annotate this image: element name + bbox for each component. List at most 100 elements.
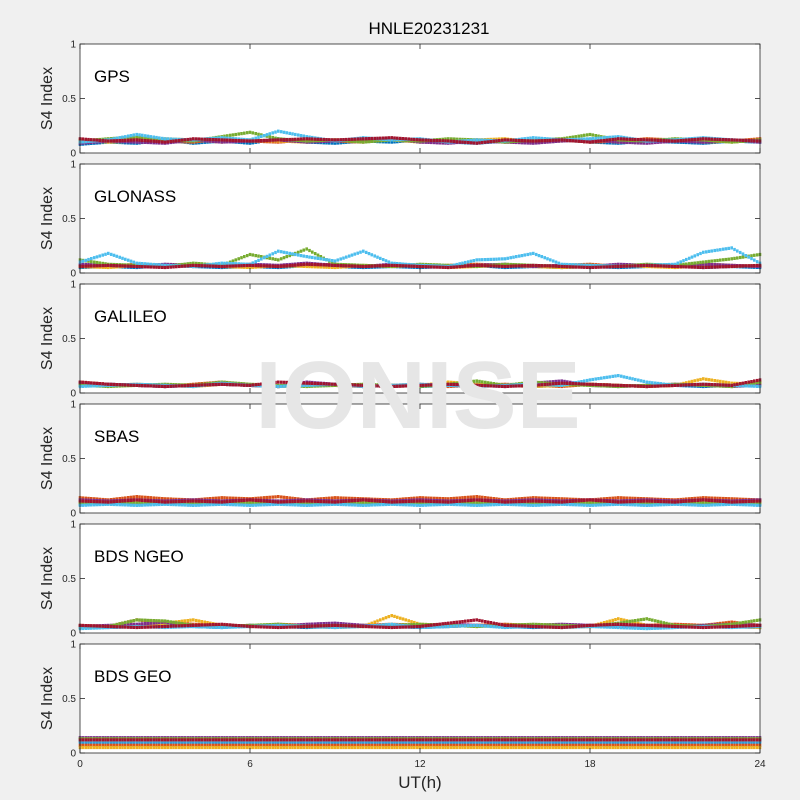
data-point bbox=[690, 255, 694, 259]
data-point bbox=[591, 265, 595, 269]
panel-label: GPS bbox=[94, 67, 130, 86]
data-point bbox=[336, 263, 340, 268]
data-point bbox=[574, 135, 578, 139]
data-point bbox=[367, 252, 371, 256]
data-point bbox=[699, 260, 702, 264]
data-point bbox=[611, 135, 614, 139]
data-point bbox=[619, 135, 623, 139]
data-point bbox=[279, 250, 283, 254]
data-point bbox=[512, 138, 515, 142]
data-point bbox=[534, 139, 538, 143]
data-point bbox=[237, 257, 240, 261]
data-point bbox=[129, 259, 133, 263]
data-point bbox=[455, 140, 459, 144]
data-point bbox=[486, 264, 490, 268]
data-point bbox=[129, 383, 133, 387]
data-point bbox=[577, 137, 580, 141]
data-point bbox=[333, 259, 337, 263]
data-point bbox=[585, 137, 589, 141]
data-point bbox=[483, 138, 487, 142]
data-point bbox=[294, 252, 297, 257]
data-point bbox=[543, 140, 546, 144]
data-point bbox=[631, 377, 634, 381]
data-point bbox=[92, 138, 96, 142]
data-point bbox=[240, 383, 243, 387]
data-point bbox=[574, 139, 578, 143]
data-point bbox=[248, 252, 252, 257]
data-point bbox=[636, 141, 640, 145]
data-point bbox=[585, 133, 589, 137]
data-point bbox=[155, 384, 158, 388]
data-point bbox=[506, 256, 510, 260]
data-point bbox=[424, 140, 427, 144]
data-point bbox=[226, 261, 229, 265]
data-point bbox=[294, 263, 297, 267]
data-point bbox=[653, 140, 657, 145]
data-point bbox=[262, 138, 266, 143]
data-point bbox=[325, 263, 328, 267]
data-point bbox=[682, 259, 685, 263]
data-point bbox=[659, 140, 663, 144]
data-point bbox=[600, 139, 603, 143]
data-point bbox=[733, 140, 736, 144]
data-point bbox=[724, 247, 728, 251]
data-point bbox=[631, 141, 634, 145]
data-point bbox=[149, 384, 153, 388]
data-point bbox=[659, 264, 663, 268]
data-point bbox=[444, 265, 447, 269]
data-point bbox=[503, 262, 507, 266]
data-point bbox=[302, 262, 306, 267]
data-point bbox=[84, 384, 87, 388]
data-point bbox=[427, 265, 430, 269]
data-point bbox=[237, 132, 240, 136]
data-point bbox=[308, 139, 311, 143]
data-point bbox=[124, 135, 127, 139]
data-point bbox=[350, 253, 354, 257]
data-point bbox=[279, 138, 283, 142]
data-point bbox=[336, 258, 340, 262]
data-point bbox=[240, 256, 243, 260]
data-point bbox=[687, 138, 691, 142]
data-point bbox=[166, 137, 170, 141]
data-point bbox=[651, 141, 654, 145]
data-point bbox=[617, 264, 620, 269]
data-point bbox=[466, 140, 470, 145]
data-point bbox=[693, 140, 697, 144]
data-point bbox=[500, 138, 504, 142]
data-point bbox=[447, 137, 450, 141]
data-point bbox=[84, 380, 87, 385]
data-point bbox=[492, 264, 495, 268]
data-point bbox=[543, 256, 546, 260]
data-point bbox=[498, 264, 501, 268]
data-point bbox=[495, 139, 498, 143]
data-point bbox=[356, 140, 359, 144]
data-point bbox=[713, 379, 716, 383]
data-point bbox=[248, 130, 252, 134]
data-point bbox=[299, 134, 303, 138]
data-point bbox=[373, 139, 376, 143]
data-point bbox=[226, 134, 229, 138]
data-point bbox=[245, 141, 249, 145]
data-point bbox=[107, 139, 110, 143]
data-point bbox=[271, 257, 274, 261]
data-point bbox=[243, 131, 246, 135]
data-point bbox=[546, 140, 549, 144]
data-point bbox=[690, 263, 694, 267]
data-point bbox=[509, 138, 512, 142]
data-point bbox=[288, 251, 291, 255]
data-point bbox=[483, 264, 487, 268]
data-point bbox=[696, 140, 699, 144]
data-point bbox=[155, 263, 158, 267]
data-point bbox=[503, 264, 507, 269]
data-point bbox=[421, 265, 425, 269]
data-point bbox=[591, 133, 595, 137]
data-point bbox=[319, 263, 323, 267]
data-point bbox=[109, 265, 113, 269]
data-point bbox=[628, 376, 631, 380]
data-point bbox=[594, 377, 597, 381]
data-point bbox=[129, 138, 133, 142]
data-point bbox=[203, 137, 206, 141]
data-point bbox=[251, 131, 255, 135]
data-point bbox=[458, 265, 461, 269]
data-point bbox=[183, 138, 187, 142]
